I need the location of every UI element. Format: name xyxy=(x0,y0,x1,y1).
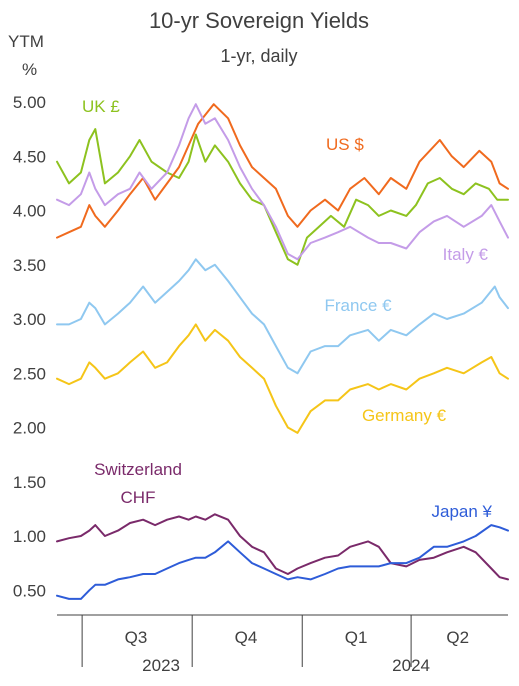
series-line-us xyxy=(56,103,509,239)
x-tick-label-q2: Q2 xyxy=(446,628,469,647)
x-year-label-2024: 2024 xyxy=(392,656,430,675)
series-line-japan xyxy=(56,524,509,600)
y-tick-label-1-50: 1.50 xyxy=(13,473,46,492)
y-axis-label-percent: % xyxy=(22,60,37,79)
y-tick-label-3-50: 3.50 xyxy=(13,256,46,275)
y-tick-label-2-00: 2.00 xyxy=(13,419,46,438)
chart-subtitle: 1-yr, daily xyxy=(220,46,297,66)
series-label-uk: UK £ xyxy=(82,97,120,116)
series-labels: UK £ US $ Italy € France € Germany € Switzerl… xyxy=(82,97,493,521)
x-year-label-2023: 2023 xyxy=(142,656,180,675)
series-line-france xyxy=(56,258,509,375)
y-tick-label-4-00: 4.00 xyxy=(13,202,46,221)
series-label-germany: Germany € xyxy=(362,406,447,425)
y-tick-label-4-50: 4.50 xyxy=(13,147,46,166)
x-axis: Q3 Q4 Q1 Q2 2023 2024 xyxy=(57,614,508,675)
y-tick-label-3-00: 3.00 xyxy=(13,310,46,329)
y-axis-label-ytm: YTM xyxy=(8,32,44,51)
x-tick-label-q4: Q4 xyxy=(235,628,258,647)
x-tick-label-q1: Q1 xyxy=(345,628,368,647)
series-label-france: France € xyxy=(324,296,392,315)
series-label-italy: Italy € xyxy=(443,245,489,264)
series-label-us: US $ xyxy=(326,135,364,154)
series-lines xyxy=(56,103,509,600)
y-tick-label-1-00: 1.00 xyxy=(13,527,46,546)
series-label-switzerland: Switzerland xyxy=(94,460,182,479)
series-line-germany xyxy=(56,323,509,434)
y-axis-ticks: 5.00 4.50 4.00 3.50 3.00 2.50 2.00 1.50 1.00 0.50 xyxy=(13,93,46,600)
chart-title: 10-yr Sovereign Yields xyxy=(149,8,369,33)
series-label-chf: CHF xyxy=(121,488,156,507)
y-tick-label-2-50: 2.50 xyxy=(13,364,46,383)
series-label-japan: Japan ¥ xyxy=(432,502,493,521)
series-line-uk xyxy=(56,128,509,266)
series-line-italy xyxy=(56,103,509,261)
x-tick-label-q3: Q3 xyxy=(125,628,148,647)
y-tick-label-0-50: 0.50 xyxy=(13,581,46,600)
series-line-switzerland-chf xyxy=(56,513,509,581)
y-tick-label-5-00: 5.00 xyxy=(13,93,46,112)
